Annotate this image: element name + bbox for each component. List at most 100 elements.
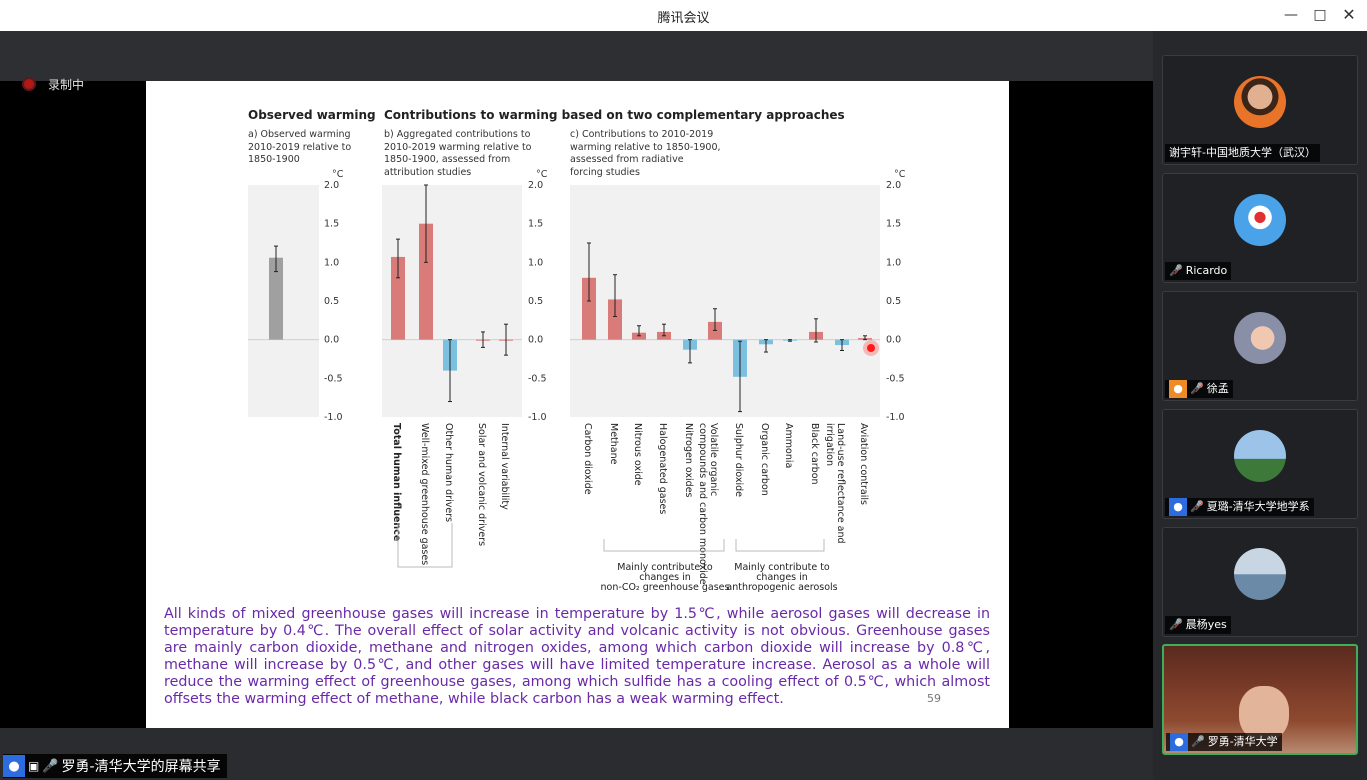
minimize-button[interactable]: —	[1284, 7, 1298, 23]
category-label: Methane	[608, 423, 619, 465]
user-icon: ●	[1170, 733, 1188, 751]
shared-slide: Observed warming Contributions to warmin…	[146, 81, 1009, 728]
tick-label: 2.0	[528, 180, 543, 191]
category-label: Carbon dioxide	[582, 423, 593, 495]
category-label: Nitrous oxide	[632, 423, 643, 486]
window-title: 腾讯会议	[657, 11, 710, 26]
bracket-note: non-CO₂ greenhouse gases	[601, 582, 730, 593]
bracket-note: anthropogenic aerosols	[726, 582, 837, 593]
tick-label: -0.5	[324, 373, 343, 384]
participant-name-label: ● 🎤̸ 夏璐-清华大学地学系	[1165, 498, 1314, 516]
bar	[269, 257, 283, 340]
category-label: Aviation contrails	[858, 423, 869, 505]
tick-label: -0.5	[528, 373, 547, 384]
tick-label: -1.0	[528, 412, 547, 423]
laser-pointer	[867, 344, 875, 352]
tick-label: -0.5	[886, 373, 905, 384]
tick-label: 1.0	[324, 257, 339, 268]
tick-label: 0.0	[886, 335, 901, 346]
mic-on-icon: 🎤	[1191, 735, 1205, 748]
bracket-note: Mainly contribute to	[734, 562, 830, 573]
category-label: Black carbon	[809, 423, 820, 485]
avatar	[1234, 312, 1286, 364]
tick-label: 2.0	[886, 180, 901, 191]
tick-label: 1.5	[886, 219, 901, 230]
maximize-button[interactable]: □	[1313, 7, 1327, 23]
subtitle-b: b) Aggregated contributions to 2010-2019…	[384, 129, 532, 178]
bracket-aerosol	[735, 539, 825, 552]
participant-name: 罗勇-清华大学	[1207, 735, 1278, 748]
category-label: Halogenated gases	[657, 423, 668, 514]
tick-label: 1.5	[528, 219, 543, 230]
bar	[582, 277, 596, 340]
category-label: Internal variability	[499, 423, 510, 510]
participant-name-label: 🎤̸ 晨杨yes	[1165, 616, 1231, 634]
category-label: Other human drivers	[443, 423, 454, 522]
share-label-text: 罗勇-清华大学的屏幕共享	[61, 759, 221, 775]
bracket-ghg	[603, 539, 725, 552]
bracket-human	[397, 523, 453, 568]
axis-unit-label: °C	[332, 169, 344, 180]
category-label: Ammonia	[783, 423, 794, 468]
bar	[419, 223, 433, 340]
participant-name: 晨杨yes	[1185, 618, 1227, 631]
tick-label: 2.0	[324, 180, 339, 191]
tick-label: 1.5	[324, 219, 339, 230]
axis-unit-label: °C	[536, 169, 548, 180]
tick-label: 0.5	[886, 296, 901, 307]
category-label: Well-mixed greenhouse gases	[419, 423, 430, 565]
user-icon: ●	[1169, 498, 1187, 516]
mic-muted-icon: 🎤̸	[1169, 618, 1183, 631]
category-label: Solar and volcanic drivers	[476, 423, 487, 546]
participant-tile[interactable]: 🎤̸ 晨杨yes	[1162, 527, 1358, 637]
share-letterbox-left	[0, 81, 146, 728]
category-label: Volatile organiccompounds and carbon mon…	[697, 423, 719, 585]
category-label: Total human influence	[391, 423, 402, 541]
chart-panel-bg	[382, 185, 522, 417]
participant-name-label: ● 🎤 罗勇-清华大学	[1166, 733, 1282, 751]
page-number: 59	[927, 692, 941, 705]
mic-on-icon: 🎤	[42, 758, 59, 774]
tick-label: -1.0	[886, 412, 905, 423]
category-label: Sulphur dioxide	[733, 423, 744, 497]
subtitle-a: a) Observed warming 2010-2019 relative t…	[248, 129, 352, 165]
heading-observed: Observed warming	[248, 108, 376, 122]
recording-indicator: 录制中	[22, 76, 84, 92]
participant-name-label: 🎤̸ Ricardo	[1165, 262, 1232, 280]
tick-label: 1.0	[886, 257, 901, 268]
mic-muted-icon: 🎤̸	[1190, 500, 1204, 513]
tick-label: 0.0	[324, 335, 339, 346]
participant-tile[interactable]: 谢宇轩-中国地质大学（武汉）	[1162, 55, 1358, 165]
bar	[608, 299, 622, 340]
bracket-note: Mainly contribute to	[617, 562, 713, 573]
heading-contributions: Contributions to warming based on two co…	[384, 108, 845, 122]
tick-label: 0.5	[324, 296, 339, 307]
avatar	[1234, 76, 1286, 128]
share-letterbox-right	[1009, 81, 1153, 728]
participant-tile[interactable]: ● 🎤̸ 徐孟	[1162, 291, 1358, 401]
participant-video-tile[interactable]: ● 🎤 罗勇-清华大学	[1162, 644, 1358, 755]
host-icon: ●	[1169, 380, 1187, 398]
share-screen-icon: ▣	[28, 759, 40, 773]
participant-tile[interactable]: 🎤̸ Ricardo	[1162, 173, 1358, 283]
chart-panel-bg	[248, 185, 319, 417]
mic-muted-icon: 🎤̸	[1190, 382, 1204, 395]
tick-label: 0.0	[528, 335, 543, 346]
participant-name: 徐孟	[1206, 382, 1229, 395]
window-titlebar: 腾讯会议 — □ ✕	[0, 0, 1367, 32]
participant-name: Ricardo	[1185, 264, 1228, 277]
participant-name: 谢宇轩-中国地质大学（武汉）	[1169, 146, 1316, 159]
avatar	[1234, 548, 1286, 600]
participant-tile[interactable]: ● 🎤̸ 夏璐-清华大学地学系	[1162, 409, 1358, 519]
recording-label: 录制中	[48, 77, 85, 92]
category-label: Land-use reflectance andirrigation	[824, 423, 846, 544]
subtitle-c: c) Contributions to 2010-2019 warming re…	[570, 129, 721, 178]
avatar	[1234, 430, 1286, 482]
close-button[interactable]: ✕	[1342, 5, 1356, 24]
tick-label: 0.5	[528, 296, 543, 307]
warming-chart: °C2.01.51.00.50.0-0.5-1.0°C2.01.51.00.50…	[248, 169, 906, 593]
participant-name-label: 谢宇轩-中国地质大学（武汉）	[1165, 144, 1320, 162]
bar	[391, 256, 405, 340]
category-label: Nitrogen oxides	[683, 423, 694, 498]
screen-share-label: ● ▣ 🎤 罗勇-清华大学的屏幕共享	[3, 754, 227, 778]
